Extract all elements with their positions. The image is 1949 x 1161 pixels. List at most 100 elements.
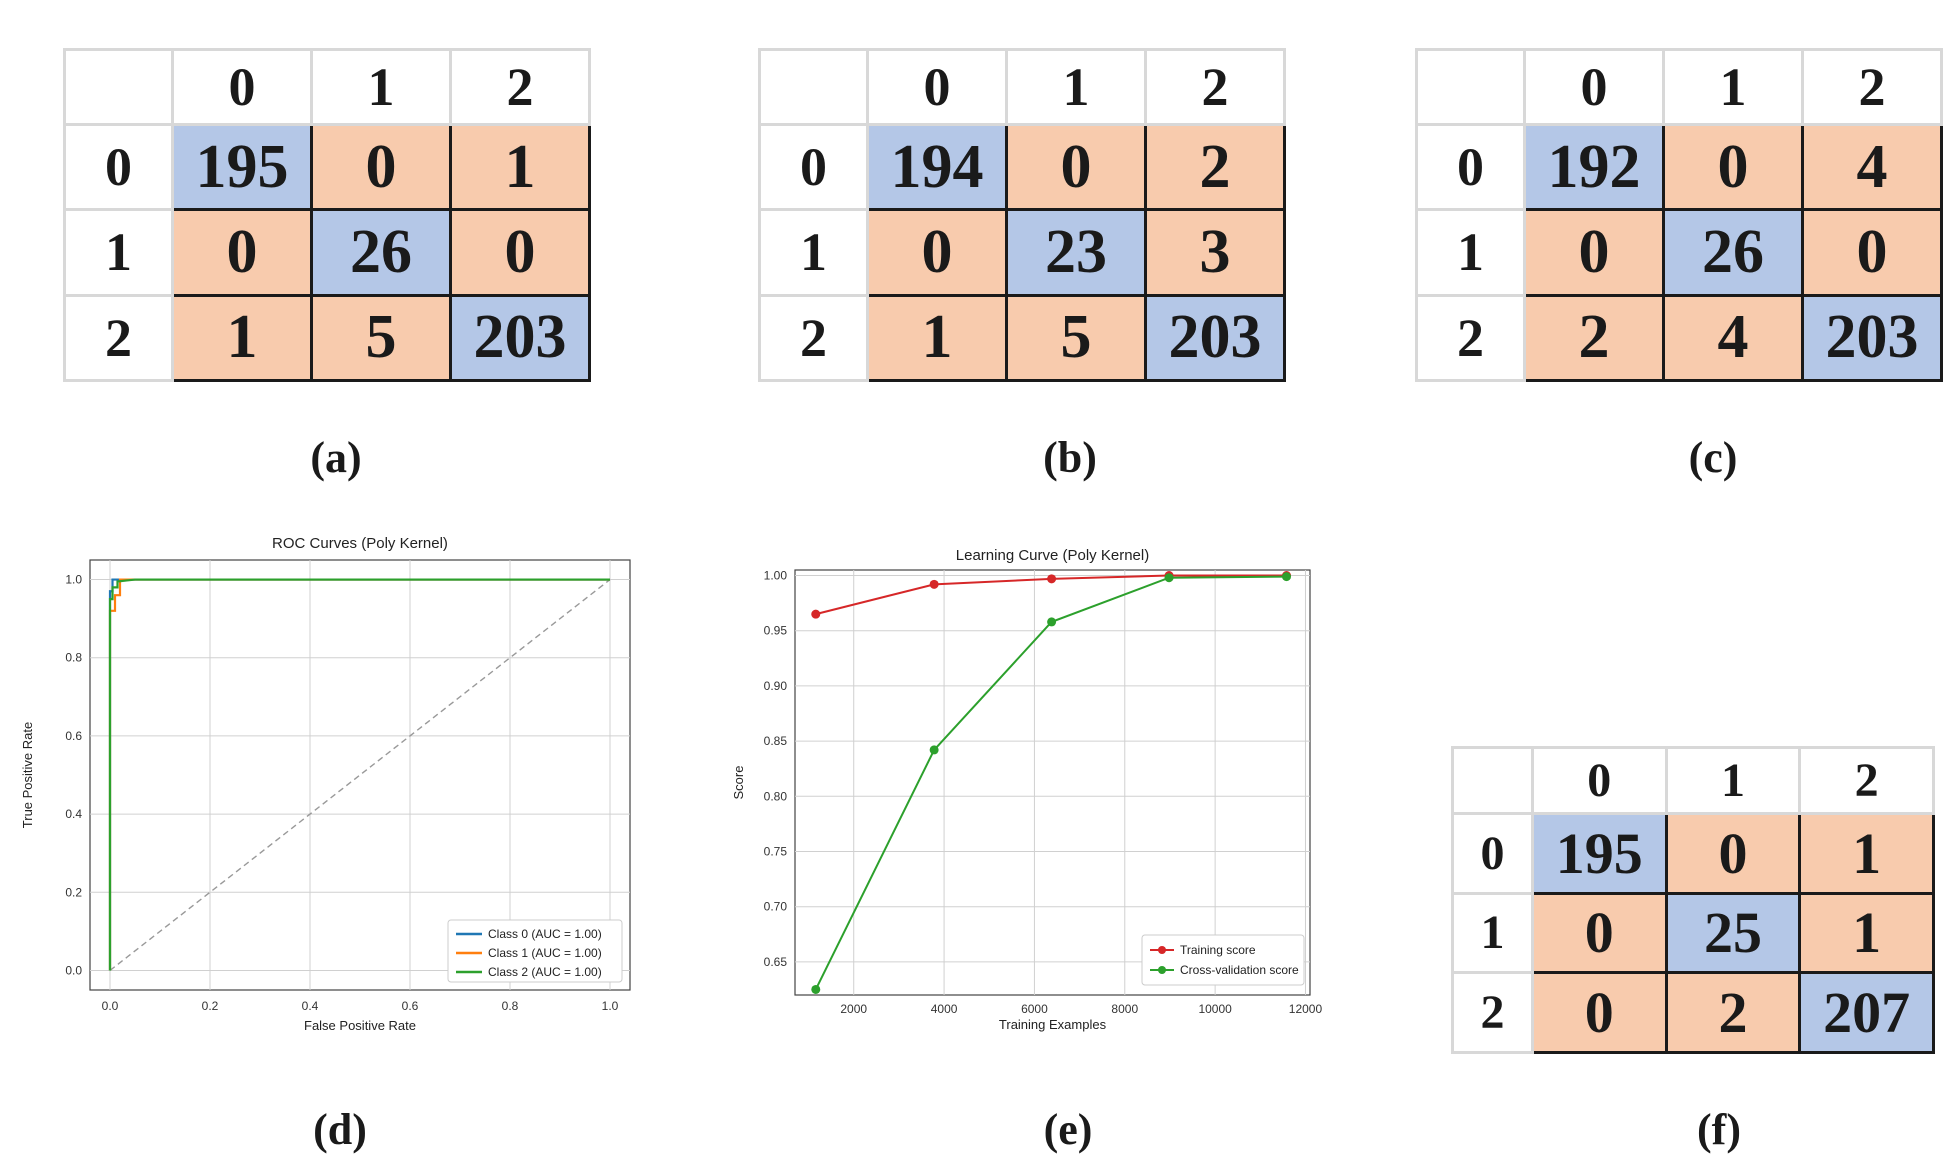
y-tick-label: 0.80 <box>764 789 788 803</box>
matrix-cell: 23 <box>1005 208 1147 297</box>
matrix-cell: 0 <box>1664 812 1802 895</box>
matrix-cell: 203 <box>1801 293 1943 383</box>
y-axis-label: Score <box>731 766 746 800</box>
legend-box <box>1141 934 1305 986</box>
data-point <box>1047 574 1057 584</box>
col-label: 1 <box>1664 746 1802 815</box>
plot-frame <box>89 559 631 991</box>
row-label: 1 <box>1451 891 1534 975</box>
caption-b: (b) <box>1043 433 1097 482</box>
row-label: 2 <box>1451 971 1534 1054</box>
chart-title: ROC Curves (Poly Kernel) <box>272 535 448 552</box>
legend-label: Class 0 (AUC = 1.00) <box>488 927 602 941</box>
matrix-cell: 0 <box>171 208 313 297</box>
y-tick-label: 0.75 <box>764 844 788 858</box>
y-tick-label: 0.90 <box>764 679 788 693</box>
matrix-cell: 0 <box>1523 208 1665 297</box>
x-tick-label: 0.4 <box>302 999 319 1013</box>
corner-cell <box>758 48 869 126</box>
col-label: 1 <box>310 48 452 126</box>
matrix-cell: 25 <box>1664 891 1802 975</box>
confusion-matrix-b: 0 1 2 0 194 0 2 1 0 23 3 2 1 5 203 <box>758 48 1286 383</box>
matrix-cell: 2 <box>1523 293 1665 383</box>
legend-label: Class 2 (AUC = 1.00) <box>488 965 602 979</box>
row-label: 0 <box>1415 122 1526 212</box>
y-tick-label: 0.0 <box>65 963 82 977</box>
matrix-cell: 3 <box>1144 208 1286 297</box>
x-tick-label: 8000 <box>1111 1002 1138 1016</box>
y-tick-label: 0.70 <box>764 900 788 914</box>
x-tick-label: 0.8 <box>502 999 519 1013</box>
col-label: 2 <box>449 48 591 126</box>
legend-marker <box>1158 966 1166 974</box>
caption-e: (e) <box>1043 1105 1093 1154</box>
y-tick-label: 0.2 <box>65 885 82 899</box>
matrix-cell: 0 <box>310 122 452 212</box>
row-label: 0 <box>758 122 869 212</box>
matrix-cell: 1 <box>171 293 313 383</box>
row-label: 0 <box>63 122 174 212</box>
matrix-cell: 0 <box>1530 891 1668 975</box>
row-label: 2 <box>758 293 869 383</box>
y-tick-label: 0.95 <box>764 624 788 638</box>
matrix-cell: 203 <box>1144 293 1286 383</box>
row-label: 1 <box>758 208 869 297</box>
roc-series-line <box>108 578 610 971</box>
y-tick-label: 1.00 <box>764 569 788 583</box>
col-label: 0 <box>866 48 1008 126</box>
matrix-cell: 192 <box>1523 122 1665 212</box>
legend-label: Class 1 (AUC = 1.00) <box>488 946 602 960</box>
reference-diagonal <box>109 578 611 972</box>
matrix-cell: 4 <box>1662 293 1804 383</box>
data-point <box>929 579 939 589</box>
matrix-cell: 194 <box>866 122 1008 212</box>
row-label: 2 <box>1415 293 1526 383</box>
x-tick-label: 2000 <box>840 1002 867 1016</box>
col-label: 0 <box>171 48 313 126</box>
row-label: 1 <box>1415 208 1526 297</box>
x-tick-label: 0.2 <box>202 999 219 1013</box>
y-tick-label: 0.4 <box>65 807 82 821</box>
learning-curve-chart: 2000 4000 6000 8000 10000 12000 0.65 0.70 0.75 0.… <box>731 547 1322 1032</box>
matrix-cell: 1 <box>866 293 1008 383</box>
matrix-cell: 195 <box>171 122 313 212</box>
confusion-matrix-f: 0 1 2 0 195 0 1 1 0 25 1 2 0 2 207 <box>1451 746 1935 1054</box>
matrix-cell: 0 <box>1530 971 1668 1054</box>
data-point <box>1047 617 1057 627</box>
y-tick-label: 0.8 <box>65 651 82 665</box>
col-label: 2 <box>1798 746 1935 815</box>
corner-cell <box>1415 48 1526 126</box>
legend-marker <box>1158 946 1166 954</box>
data-point <box>811 984 821 994</box>
legend-label: Training score <box>1180 943 1256 957</box>
y-tick-label: 0.6 <box>65 729 82 743</box>
matrix-cell: 195 <box>1530 812 1668 895</box>
matrix-cell: 1 <box>1798 891 1935 975</box>
caption-d: (d) <box>313 1105 367 1154</box>
caption-c: (c) <box>1688 433 1738 482</box>
matrix-cell: 1 <box>449 122 591 212</box>
matrix-cell: 0 <box>1662 122 1804 212</box>
matrix-cell: 2 <box>1664 971 1802 1054</box>
col-label: 2 <box>1144 48 1286 126</box>
corner-cell <box>63 48 174 126</box>
col-label: 2 <box>1801 48 1943 126</box>
matrix-cell: 1 <box>1798 812 1935 895</box>
y-tick-label: 0.85 <box>764 734 788 748</box>
x-tick-label: 6000 <box>1021 1002 1048 1016</box>
x-tick-label: 4000 <box>931 1002 958 1016</box>
row-label: 2 <box>63 293 174 383</box>
data-point <box>1164 573 1174 583</box>
x-tick-label: 10000 <box>1198 1002 1232 1016</box>
y-axis-label: True Positive Rate <box>20 722 35 828</box>
col-label: 0 <box>1530 746 1668 815</box>
y-tick-label: 1.0 <box>65 573 82 587</box>
data-point <box>929 745 939 755</box>
x-axis-label: False Positive Rate <box>304 1018 416 1033</box>
matrix-cell: 0 <box>449 208 591 297</box>
legend-box <box>447 919 623 983</box>
matrix-cell: 5 <box>310 293 452 383</box>
roc-chart: 0.0 0.2 0.4 0.6 0.8 1.0 0.0 0.2 0.4 0.6 0.8 1.0 ROC … <box>20 535 631 1033</box>
confusion-matrix-c: 0 1 2 0 192 0 4 1 0 26 0 2 2 4 203 <box>1415 48 1943 383</box>
x-tick-label: 0.6 <box>402 999 419 1013</box>
